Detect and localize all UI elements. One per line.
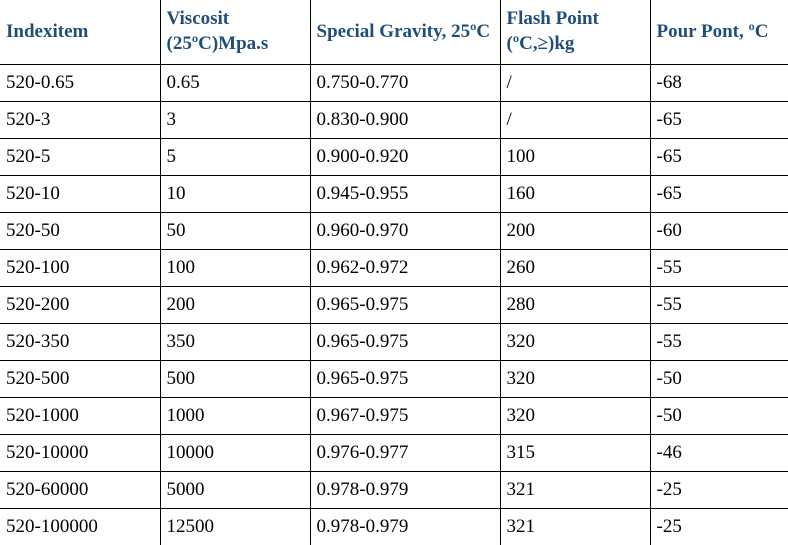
cell-pour: -25 (650, 509, 788, 545)
cell-gravity: 0.900-0.920 (310, 139, 500, 176)
cell-flash: 321 (500, 472, 650, 509)
cell-index: 520-5 (0, 139, 160, 176)
cell-flash: 200 (500, 213, 650, 250)
cell-flash: / (500, 102, 650, 139)
spec-table-container: Indexitem Viscosit (25ºC)Mpa.s Special G… (0, 0, 788, 545)
cell-pour: -55 (650, 324, 788, 361)
cell-gravity: 0.978-0.979 (310, 472, 500, 509)
cell-gravity: 0.967-0.975 (310, 398, 500, 435)
cell-flash: 320 (500, 324, 650, 361)
cell-pour: -65 (650, 176, 788, 213)
cell-index: 520-10000 (0, 435, 160, 472)
cell-viscosity: 1000 (160, 398, 310, 435)
spec-table: Indexitem Viscosit (25ºC)Mpa.s Special G… (0, 0, 788, 545)
cell-index: 520-100 (0, 250, 160, 287)
cell-flash: / (500, 65, 650, 102)
cell-pour: -55 (650, 250, 788, 287)
table-row: 520-200 200 0.965-0.975 280 -55 (0, 287, 788, 324)
cell-index: 520-0.65 (0, 65, 160, 102)
cell-flash: 280 (500, 287, 650, 324)
table-row: 520-500 500 0.965-0.975 320 -50 (0, 361, 788, 398)
table-row: 520-0.65 0.65 0.750-0.770 / -68 (0, 65, 788, 102)
cell-pour: -68 (650, 65, 788, 102)
cell-gravity: 0.830-0.900 (310, 102, 500, 139)
table-row: 520-10000 10000 0.976-0.977 315 -46 (0, 435, 788, 472)
cell-viscosity: 5 (160, 139, 310, 176)
col-header-viscosity: Viscosit (25ºC)Mpa.s (160, 0, 310, 65)
cell-gravity: 0.965-0.975 (310, 324, 500, 361)
cell-viscosity: 200 (160, 287, 310, 324)
cell-index: 520-60000 (0, 472, 160, 509)
cell-pour: -50 (650, 398, 788, 435)
cell-flash: 320 (500, 398, 650, 435)
table-row: 520-100000 12500 0.978-0.979 321 -25 (0, 509, 788, 545)
cell-gravity: 0.962-0.972 (310, 250, 500, 287)
table-row: 520-60000 5000 0.978-0.979 321 -25 (0, 472, 788, 509)
table-row: 520-3 3 0.830-0.900 / -65 (0, 102, 788, 139)
cell-viscosity: 3 (160, 102, 310, 139)
cell-flash: 100 (500, 139, 650, 176)
cell-gravity: 0.978-0.979 (310, 509, 500, 545)
cell-pour: -60 (650, 213, 788, 250)
cell-viscosity: 500 (160, 361, 310, 398)
cell-flash: 160 (500, 176, 650, 213)
cell-pour: -25 (650, 472, 788, 509)
table-row: 520-5 5 0.900-0.920 100 -65 (0, 139, 788, 176)
cell-gravity: 0.965-0.975 (310, 287, 500, 324)
table-header-row: Indexitem Viscosit (25ºC)Mpa.s Special G… (0, 0, 788, 65)
table-row: 520-1000 1000 0.967-0.975 320 -50 (0, 398, 788, 435)
cell-viscosity: 10000 (160, 435, 310, 472)
col-header-pour: Pour Pont, ºC (650, 0, 788, 65)
cell-flash: 260 (500, 250, 650, 287)
cell-index: 520-3 (0, 102, 160, 139)
cell-gravity: 0.965-0.975 (310, 361, 500, 398)
cell-viscosity: 5000 (160, 472, 310, 509)
cell-index: 520-1000 (0, 398, 160, 435)
cell-viscosity: 10 (160, 176, 310, 213)
table-body: 520-0.65 0.65 0.750-0.770 / -68 520-3 3 … (0, 65, 788, 545)
cell-gravity: 0.750-0.770 (310, 65, 500, 102)
cell-pour: -65 (650, 139, 788, 176)
table-row: 520-350 350 0.965-0.975 320 -55 (0, 324, 788, 361)
cell-gravity: 0.960-0.970 (310, 213, 500, 250)
cell-index: 520-500 (0, 361, 160, 398)
cell-flash: 321 (500, 509, 650, 545)
cell-gravity: 0.945-0.955 (310, 176, 500, 213)
cell-flash: 320 (500, 361, 650, 398)
cell-gravity: 0.976-0.977 (310, 435, 500, 472)
cell-pour: -55 (650, 287, 788, 324)
table-row: 520-50 50 0.960-0.970 200 -60 (0, 213, 788, 250)
cell-index: 520-100000 (0, 509, 160, 545)
cell-viscosity: 100 (160, 250, 310, 287)
cell-viscosity: 12500 (160, 509, 310, 545)
cell-index: 520-50 (0, 213, 160, 250)
table-row: 520-10 10 0.945-0.955 160 -65 (0, 176, 788, 213)
col-header-flash: Flash Point (ºC,≥)kg (500, 0, 650, 65)
cell-index: 520-350 (0, 324, 160, 361)
table-row: 520-100 100 0.962-0.972 260 -55 (0, 250, 788, 287)
cell-index: 520-200 (0, 287, 160, 324)
cell-index: 520-10 (0, 176, 160, 213)
col-header-index: Indexitem (0, 0, 160, 65)
cell-pour: -65 (650, 102, 788, 139)
cell-flash: 315 (500, 435, 650, 472)
cell-pour: -46 (650, 435, 788, 472)
cell-viscosity: 0.65 (160, 65, 310, 102)
col-header-gravity: Special Gravity, 25ºC (310, 0, 500, 65)
cell-viscosity: 350 (160, 324, 310, 361)
cell-pour: -50 (650, 361, 788, 398)
cell-viscosity: 50 (160, 213, 310, 250)
